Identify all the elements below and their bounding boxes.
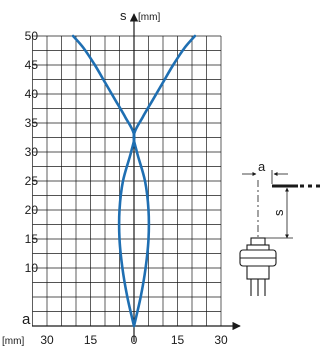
y-tick-label: 50 bbox=[25, 29, 39, 43]
y-tick-label: 25 bbox=[25, 174, 39, 188]
y-tick-label: 35 bbox=[25, 116, 39, 130]
plot-axes bbox=[32, 13, 241, 342]
x-tick-label: 15 bbox=[84, 333, 98, 346]
y-axis-title: s bbox=[120, 8, 127, 23]
x-axis-title: a bbox=[22, 311, 31, 328]
x-tick-label: 0 bbox=[131, 333, 138, 346]
plot-grid bbox=[32, 35, 222, 327]
y-tick-label: 20 bbox=[25, 203, 39, 217]
sensor-head bbox=[250, 237, 266, 246]
detection-curve bbox=[71, 34, 136, 328]
y-tick-label: 10 bbox=[25, 261, 39, 275]
y-tick-label: 40 bbox=[25, 87, 39, 101]
detection-curves bbox=[71, 34, 197, 328]
x-tick-label: 15 bbox=[171, 333, 185, 346]
dimension-a-label: a bbox=[258, 159, 266, 174]
sensor-diagram bbox=[239, 170, 322, 296]
y-tick-label: 15 bbox=[25, 232, 39, 246]
x-axis-unit: [mm] bbox=[2, 336, 24, 346]
x-tick-label: 30 bbox=[40, 333, 54, 346]
y-axis-unit: [mm] bbox=[138, 12, 160, 23]
dimension-s-label: s bbox=[271, 209, 286, 216]
y-tick-label: 45 bbox=[25, 58, 39, 72]
y-tick-labels: 10 15 20 25 30 35 40 45 50 bbox=[25, 29, 39, 275]
x-tick-label: 30 bbox=[214, 333, 228, 346]
x-tick-labels: 30 15 0 15 30 bbox=[40, 333, 228, 346]
y-tick-label: 30 bbox=[25, 145, 39, 159]
